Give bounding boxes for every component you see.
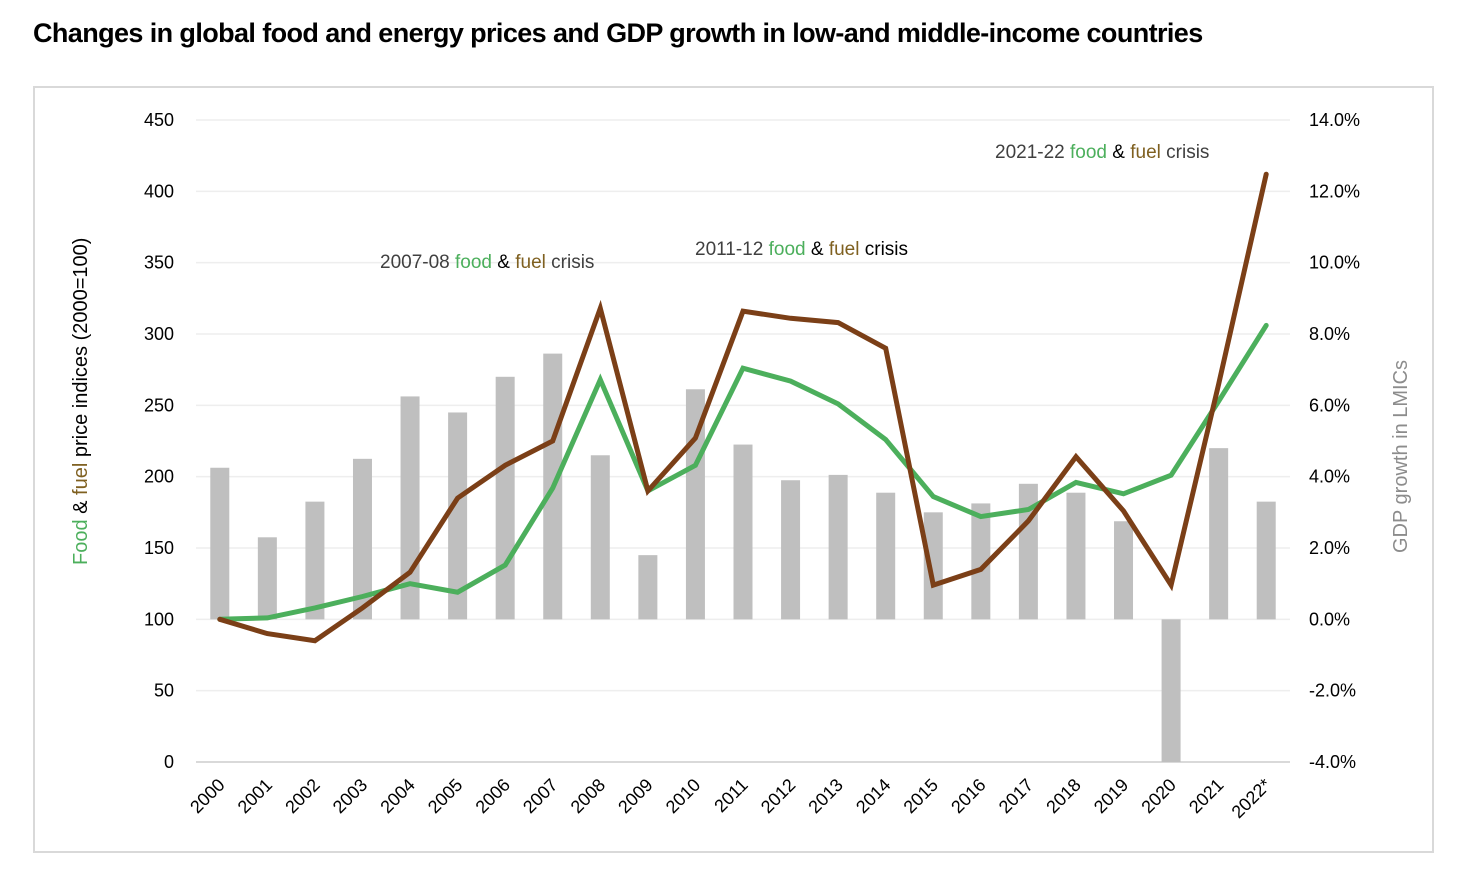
annotation-food: food [455, 252, 492, 273]
gdp-bar [1161, 619, 1181, 762]
annotation-fuel: fuel [1130, 142, 1161, 163]
left-axis-tick-label: 300 [144, 324, 174, 344]
annotation-suffix: crisis [1161, 142, 1210, 163]
right-axis-title: GDP growth in LMICs [1390, 360, 1412, 553]
x-axis-tick-label: 2002 [281, 775, 323, 817]
food-price-line [217, 322, 1269, 622]
gdp-bar [1209, 448, 1229, 620]
gdp-bar [352, 458, 372, 620]
x-axis-tick-label: 2020 [1137, 775, 1179, 817]
left-axis-title-food: Food [70, 519, 92, 565]
x-axis-tick-label: 2006 [472, 775, 514, 817]
right-axis-tick-label: 10.0% [1309, 253, 1360, 273]
gdp-bar [448, 412, 468, 620]
x-axis-tick-label: 2017 [995, 775, 1037, 817]
x-axis-tick-label: 2009 [614, 775, 656, 817]
left-axis-tick-label: 150 [144, 538, 174, 558]
left-axis-tick-label: 100 [144, 609, 174, 629]
annotation-amp: & [1107, 142, 1130, 163]
x-axis-tick-label: 2003 [329, 775, 371, 817]
x-axis-tick-label: 2008 [567, 775, 609, 817]
annotation-prefix: 2011-12 [695, 239, 769, 260]
left-axis-tick-label: 450 [144, 110, 174, 130]
x-axis-tick-label: 2018 [1042, 775, 1084, 817]
x-axis-tick-label: 2011 [710, 775, 752, 817]
gdp-bar [638, 555, 658, 620]
x-axis-tick-label: 2004 [376, 775, 418, 817]
right-axis-tick-label: 2.0% [1309, 538, 1350, 558]
x-axis-tick-label: 2016 [947, 775, 989, 817]
annotation-food: food [1070, 142, 1107, 163]
left-axis-title: Food & fuel price indices (2000=100) [70, 238, 92, 565]
gdp-bar [733, 444, 753, 620]
gdp-bar [876, 492, 896, 620]
x-axis-tick-label: 2007 [519, 775, 561, 817]
right-axis-tick-label: 14.0% [1309, 110, 1360, 130]
right-axis-ticks: -4.0% -2.0% 0.0% 2.0% 4.0% 6.0% 8.0% 10.0% 12.0%… [1309, 110, 1360, 772]
right-axis-tick-label: -4.0% [1309, 752, 1356, 772]
left-axis-title-rest: price indices (2000=100) [70, 238, 92, 463]
right-axis-tick-label: 4.0% [1309, 467, 1350, 487]
gdp-bars [210, 353, 1276, 762]
left-axis-tick-label: 50 [154, 681, 174, 701]
x-axis-tick-label: 2000 [186, 775, 228, 817]
gdp-bar [971, 503, 991, 620]
right-axis-tick-label: 0.0% [1309, 609, 1350, 629]
gdp-bar [1256, 501, 1276, 620]
fuel-price-line [217, 171, 1269, 644]
x-axis-tick-label: 2001 [234, 775, 276, 817]
gdp-bar [495, 376, 515, 620]
gdp-bar [828, 474, 848, 620]
gdp-bar [305, 501, 325, 620]
annotation-2011-12: 2011-12 food & fuel crisis [695, 239, 908, 260]
x-axis-tick-label: 2013 [804, 775, 846, 817]
left-axis-ticks: 0 50 100 150 200 250 300 350 400 450 [144, 110, 174, 772]
gdp-bar [1114, 521, 1134, 620]
right-axis-tick-label: 8.0% [1309, 324, 1350, 344]
x-axis-tick-label: 2005 [424, 775, 466, 817]
x-axis-tick-label: 2014 [852, 775, 894, 817]
gdp-bar [590, 455, 610, 620]
x-axis-tick-label: 2022* [1228, 775, 1275, 822]
annotation-amp: & [806, 239, 829, 260]
gdp-bar [210, 467, 230, 620]
annotation-prefix: 2021-22 [995, 142, 1070, 163]
left-axis-tick-label: 200 [144, 467, 174, 487]
gdp-bar [923, 512, 943, 620]
left-axis-title-amp: & [70, 495, 92, 519]
x-axis-ticks: 2000 2001 2002 2003 2004 2005 2006 2007 2008 2009… [186, 775, 1275, 822]
annotation-2007-08: 2007-08 food & fuel crisis [380, 252, 594, 273]
x-axis-tick-label: 2012 [757, 775, 799, 817]
annotation-suffix: crisis [546, 252, 595, 273]
annotation-fuel: fuel [515, 252, 546, 273]
left-axis-tick-label: 250 [144, 395, 174, 415]
annotation-amp: & [492, 252, 515, 273]
annotation-suffix: crisis [859, 239, 908, 260]
right-axis-tick-label: 6.0% [1309, 395, 1350, 415]
x-axis-tick-label: 2019 [1090, 775, 1132, 817]
x-axis-tick-label: 2010 [662, 775, 704, 817]
price-lines [217, 171, 1269, 644]
annotation-food: food [769, 239, 806, 260]
gridlines [196, 119, 1290, 763]
annotation-2021-22: 2021-22 food & fuel crisis [995, 142, 1209, 163]
gdp-bar [1066, 492, 1086, 620]
right-axis-tick-label: -2.0% [1309, 681, 1356, 701]
left-axis-title-fuel: fuel [70, 463, 92, 495]
left-axis-tick-label: 400 [144, 181, 174, 201]
left-axis-tick-label: 0 [164, 752, 174, 772]
chart-title: Changes in global food and energy prices… [33, 18, 1203, 48]
chart-frame [33, 86, 1434, 853]
gdp-bar [257, 537, 277, 620]
right-axis-tick-label: 12.0% [1309, 181, 1360, 201]
x-axis-tick-label: 2015 [900, 775, 942, 817]
annotation-prefix: 2007-08 [380, 252, 455, 273]
gdp-bar [781, 480, 801, 620]
x-axis-tick-label: 2021 [1185, 775, 1227, 817]
left-axis-tick-label: 350 [144, 253, 174, 273]
annotation-fuel: fuel [829, 239, 860, 260]
